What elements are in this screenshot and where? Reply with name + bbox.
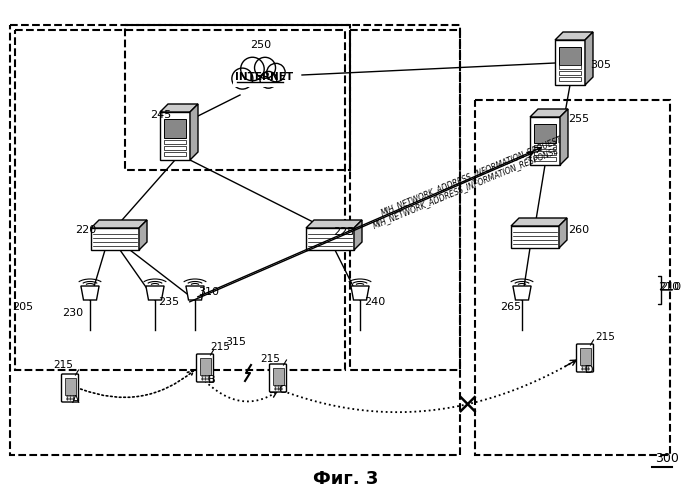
Polygon shape [351,286,369,300]
Text: 250: 250 [250,40,271,50]
Polygon shape [139,220,147,250]
Text: 260: 260 [568,225,589,235]
Polygon shape [560,109,568,165]
Polygon shape [534,157,556,161]
Polygon shape [534,145,556,149]
Polygon shape [91,228,139,250]
Text: 225: 225 [333,227,354,237]
Polygon shape [306,228,354,250]
Text: 235: 235 [158,297,179,307]
Polygon shape [559,65,581,69]
Text: 310: 310 [198,287,219,297]
Polygon shape [354,220,362,250]
Polygon shape [555,40,585,85]
Polygon shape [511,226,559,248]
Polygon shape [559,71,581,75]
Polygon shape [579,348,590,365]
FancyBboxPatch shape [62,374,78,402]
Text: 240: 240 [364,297,385,307]
Text: D: D [585,365,593,375]
Text: INTERNET: INTERNET [235,72,293,82]
FancyBboxPatch shape [577,344,593,372]
Text: MIH_NETWORK_ADDRESS_INFORMATION_RESPONSE: MIH_NETWORK_ADDRESS_INFORMATION_RESPONSE [371,146,560,230]
Text: 245: 245 [150,110,171,120]
Polygon shape [233,82,288,87]
Text: 210: 210 [660,282,681,292]
Polygon shape [164,152,186,156]
Text: 300: 300 [655,452,679,465]
Polygon shape [559,77,581,81]
Polygon shape [186,286,204,300]
Polygon shape [164,140,186,144]
Text: Фиг. 3: Фиг. 3 [313,470,378,488]
Text: 215: 215 [53,360,73,370]
Polygon shape [164,119,186,139]
Circle shape [240,57,264,81]
Polygon shape [534,124,556,144]
Text: B: B [208,375,216,385]
Text: 305: 305 [590,60,611,70]
Polygon shape [91,220,147,228]
Polygon shape [534,151,556,155]
Text: MIH_NETWORK_ADDRESS_INFORMATION_REQUEST: MIH_NETWORK_ADDRESS_INFORMATION_REQUEST [379,134,563,218]
Polygon shape [64,378,76,395]
Text: 230: 230 [62,308,83,318]
Polygon shape [585,32,593,85]
Text: 205: 205 [12,302,33,312]
Text: 265: 265 [500,302,521,312]
Text: A: A [72,395,80,405]
Polygon shape [555,32,593,40]
Circle shape [232,68,253,89]
Polygon shape [190,104,198,160]
Polygon shape [200,358,211,375]
Polygon shape [81,286,99,300]
Circle shape [260,72,277,88]
Text: 215: 215 [210,342,230,352]
Text: 315: 315 [225,337,246,347]
Polygon shape [530,109,568,117]
Text: 220: 220 [75,225,96,235]
Polygon shape [559,47,581,64]
Polygon shape [559,218,567,248]
Text: 210: 210 [658,282,679,292]
Polygon shape [160,104,198,112]
Polygon shape [306,220,362,228]
Text: 215: 215 [260,354,280,364]
Text: C: C [278,385,286,395]
Polygon shape [513,286,531,300]
Polygon shape [272,368,283,385]
FancyBboxPatch shape [197,354,213,382]
Polygon shape [530,117,560,165]
Text: 215: 215 [595,332,615,342]
FancyBboxPatch shape [270,364,286,392]
Polygon shape [164,146,186,150]
Circle shape [267,64,286,82]
Circle shape [254,58,276,78]
Text: 255: 255 [568,114,589,124]
Polygon shape [160,112,190,160]
Polygon shape [146,286,164,300]
Polygon shape [511,218,567,226]
